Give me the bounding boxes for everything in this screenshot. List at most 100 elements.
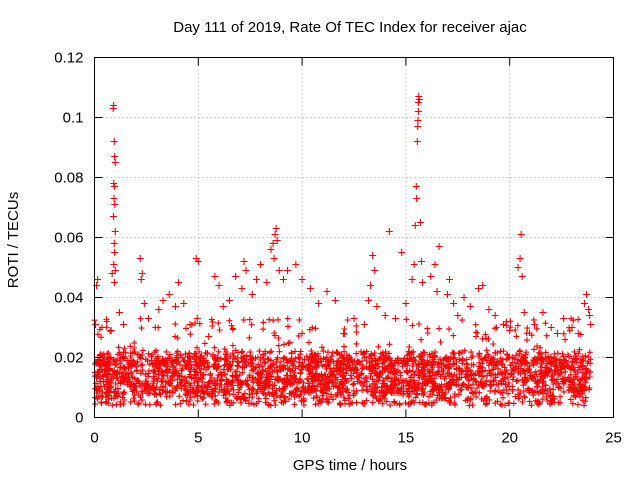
roti-point xyxy=(445,276,453,283)
roti-point xyxy=(315,300,323,307)
roti-point xyxy=(219,303,227,310)
x-tick-label: 10 xyxy=(294,430,311,447)
roti-point xyxy=(574,330,582,337)
x-axis-label: GPS time / hours xyxy=(293,457,407,474)
roti-point xyxy=(414,108,422,115)
roti-point xyxy=(242,267,250,274)
roti-point xyxy=(450,300,458,307)
roti-point xyxy=(365,297,373,304)
roti-point xyxy=(385,228,393,235)
roti-point xyxy=(111,228,119,235)
roti-point xyxy=(587,321,595,328)
y-tick-label: 0.04 xyxy=(54,290,83,307)
roti-point xyxy=(110,102,118,109)
roti-point xyxy=(499,321,507,328)
y-tick-label: 0.12 xyxy=(54,50,83,67)
roti-point xyxy=(413,195,421,202)
roti-point xyxy=(279,276,287,283)
roti-point xyxy=(110,183,118,190)
roti-point xyxy=(110,195,118,202)
marks-layer xyxy=(91,93,595,409)
roti-point xyxy=(110,240,118,247)
roti-point xyxy=(371,267,379,274)
roti-point xyxy=(411,222,419,229)
roti-point xyxy=(159,297,167,304)
roti-point xyxy=(369,252,377,259)
roti-point xyxy=(373,303,381,310)
roti-point xyxy=(269,240,277,247)
roti-point xyxy=(433,288,441,295)
roti-point xyxy=(514,264,522,271)
roti-point xyxy=(413,138,421,145)
x-tick-label: 20 xyxy=(501,430,518,447)
roti-point xyxy=(580,300,588,307)
roti-point xyxy=(97,351,105,358)
roti-point xyxy=(232,273,240,280)
roti-point xyxy=(211,273,219,280)
roti-point xyxy=(273,237,281,244)
roti-point xyxy=(110,261,118,268)
roti-point xyxy=(272,225,280,232)
roti-point xyxy=(267,246,275,253)
roti-point xyxy=(402,300,410,307)
roti-point xyxy=(137,276,145,283)
roti-point xyxy=(144,315,152,322)
roti-point xyxy=(586,312,594,319)
roti-point xyxy=(292,261,300,268)
roti-point xyxy=(155,306,163,313)
roti-point xyxy=(92,321,100,328)
roti-point xyxy=(531,321,539,328)
roti-point xyxy=(350,315,358,322)
roti-point xyxy=(520,309,528,316)
roti-point xyxy=(252,276,260,283)
roti-point xyxy=(568,324,576,331)
chart-title: Day 111 of 2019, Rate Of TEC Index for r… xyxy=(173,19,527,36)
roti-point xyxy=(408,276,416,283)
roti-point xyxy=(553,330,561,337)
roti-point xyxy=(175,279,183,286)
roti-point xyxy=(491,312,499,319)
roti-point xyxy=(381,312,389,319)
roti-point xyxy=(475,285,483,292)
roti-point xyxy=(398,249,406,256)
roti-point xyxy=(517,231,525,238)
roti-point xyxy=(392,315,400,322)
roti-point xyxy=(583,291,591,298)
roti-point xyxy=(111,249,119,256)
roti-point xyxy=(215,282,223,289)
roti-point xyxy=(171,303,179,310)
roti-point xyxy=(306,285,314,292)
roti-point xyxy=(518,273,526,280)
x-tick-label: 25 xyxy=(605,430,622,447)
roti-point xyxy=(140,300,148,307)
roti-point xyxy=(506,327,514,334)
roti-point xyxy=(416,219,424,226)
roti-point xyxy=(110,180,118,187)
roti-point xyxy=(110,279,118,286)
plot-frame xyxy=(94,57,614,418)
roti-point xyxy=(111,159,119,166)
roti-point xyxy=(111,153,119,160)
roti-point xyxy=(360,321,368,328)
roti-point xyxy=(539,309,547,316)
roti-point xyxy=(415,96,423,103)
roti-point xyxy=(427,273,435,280)
roti-point xyxy=(414,99,422,106)
roti-point xyxy=(419,279,427,286)
roti-point xyxy=(225,297,233,304)
roti-point xyxy=(414,117,422,124)
roti-point xyxy=(460,294,468,301)
roti-point xyxy=(115,309,123,316)
roti-point xyxy=(205,333,213,340)
roti-point xyxy=(240,258,248,265)
roti-point xyxy=(479,282,487,289)
roti-point xyxy=(101,360,109,367)
roti-point xyxy=(560,315,568,322)
roti-point xyxy=(111,201,119,208)
roti-point xyxy=(284,267,292,274)
y-axis-label: ROTI / TECUs xyxy=(5,192,22,288)
roti-point xyxy=(410,261,418,268)
roti-point xyxy=(111,267,119,274)
roti-point xyxy=(298,276,306,283)
roti-point xyxy=(485,306,493,313)
